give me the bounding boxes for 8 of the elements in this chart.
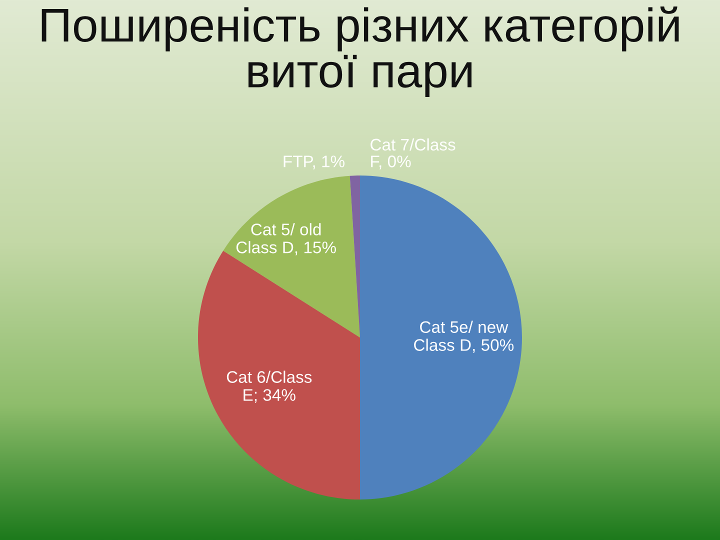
- slice-label: Cat 5e/ new Class D, 50%: [414, 320, 514, 353]
- slice-label: FTP, 1%: [284, 156, 344, 170]
- category-label: Cat 7/Class F, 0%: [370, 138, 456, 170]
- pie-slice: [360, 176, 522, 500]
- chart-title: Поширеність різних категорій витої пари: [42, 6, 679, 98]
- slice-label: Cat 6/Class E; 34%: [226, 370, 312, 403]
- pie-slice: [223, 176, 360, 338]
- slice-label: Cat 5/ old Class D, 15%: [236, 223, 336, 256]
